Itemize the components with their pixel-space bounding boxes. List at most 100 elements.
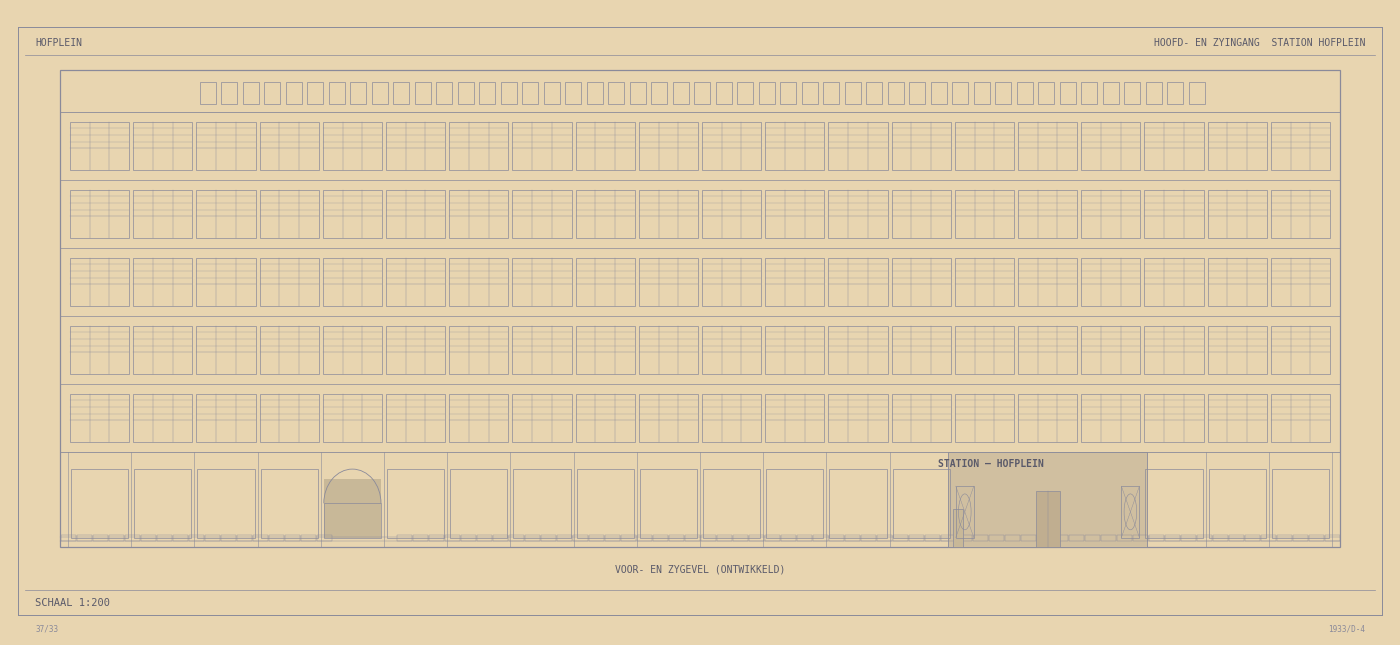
Bar (386, 326, 445, 375)
Bar (575, 121, 634, 170)
Bar (350, 82, 365, 104)
Bar (995, 82, 1011, 104)
Bar (638, 257, 699, 306)
Bar (1081, 393, 1141, 442)
Bar (844, 82, 861, 104)
Bar (973, 535, 987, 541)
Text: 1933/D-4: 1933/D-4 (1329, 624, 1365, 633)
Bar (242, 82, 259, 104)
Bar (449, 257, 508, 306)
Bar (1100, 535, 1116, 541)
Bar (60, 70, 1340, 547)
Bar (1124, 82, 1140, 104)
Bar (829, 257, 888, 306)
Bar (701, 393, 762, 442)
Bar (413, 535, 427, 541)
Bar (1081, 190, 1141, 239)
Bar (1037, 82, 1054, 104)
Bar (1208, 121, 1267, 170)
Bar (133, 121, 192, 170)
Bar (955, 190, 1014, 239)
Bar (461, 535, 476, 541)
Bar (892, 393, 951, 442)
Bar (1005, 535, 1019, 541)
Bar (493, 535, 507, 541)
Bar (398, 535, 412, 541)
Bar (988, 535, 1004, 541)
Bar (575, 393, 634, 442)
Bar (685, 535, 700, 541)
Bar (669, 535, 683, 541)
Bar (323, 326, 382, 375)
Bar (766, 190, 825, 239)
Bar (92, 535, 108, 541)
Bar (861, 535, 875, 541)
Bar (622, 535, 636, 541)
Bar (196, 121, 256, 170)
Bar (1145, 82, 1162, 104)
Bar (253, 535, 267, 541)
Bar (1208, 257, 1267, 306)
Bar (449, 326, 508, 375)
Bar (260, 469, 318, 537)
Bar (1081, 257, 1141, 306)
Bar (512, 257, 571, 306)
Bar (451, 469, 507, 537)
Bar (512, 326, 571, 375)
Bar (196, 326, 256, 375)
Bar (133, 393, 192, 442)
Bar (1037, 535, 1051, 541)
Bar (1018, 121, 1077, 170)
Bar (781, 535, 795, 541)
Bar (941, 535, 955, 541)
Bar (764, 535, 780, 541)
Bar (1103, 82, 1119, 104)
Bar (701, 535, 715, 541)
Bar (605, 535, 619, 541)
Bar (813, 535, 827, 541)
Bar (371, 82, 388, 104)
Bar (204, 535, 220, 541)
Bar (608, 82, 624, 104)
Bar (566, 82, 581, 104)
Bar (953, 510, 963, 547)
Bar (652, 535, 668, 541)
Bar (909, 82, 925, 104)
Bar (823, 82, 839, 104)
Bar (780, 82, 797, 104)
Bar (1144, 326, 1204, 375)
Bar (717, 535, 731, 541)
Bar (955, 257, 1014, 306)
Bar (70, 393, 129, 442)
Bar (71, 469, 129, 537)
Bar (479, 82, 496, 104)
Bar (386, 469, 444, 537)
Bar (307, 82, 323, 104)
Text: HOOFD- EN ZYINGANG  STATION HOFPLEIN: HOOFD- EN ZYINGANG STATION HOFPLEIN (1154, 38, 1365, 48)
Bar (1271, 190, 1330, 239)
Bar (958, 535, 972, 541)
Bar (197, 469, 255, 537)
Bar (587, 82, 602, 104)
Bar (445, 535, 459, 541)
Bar (892, 190, 951, 239)
Bar (573, 535, 588, 541)
Bar (797, 535, 812, 541)
Bar (77, 535, 91, 541)
Bar (259, 257, 319, 306)
Bar (323, 393, 382, 442)
Bar (892, 326, 951, 375)
Bar (449, 393, 508, 442)
Bar (1309, 535, 1323, 541)
Bar (1060, 82, 1075, 104)
Bar (196, 257, 256, 306)
Bar (956, 486, 974, 537)
Bar (1212, 535, 1228, 541)
Bar (512, 393, 571, 442)
Bar (575, 190, 634, 239)
Bar (638, 121, 699, 170)
Bar (893, 535, 907, 541)
Bar (1165, 535, 1179, 541)
Bar (1144, 190, 1204, 239)
Bar (449, 121, 508, 170)
